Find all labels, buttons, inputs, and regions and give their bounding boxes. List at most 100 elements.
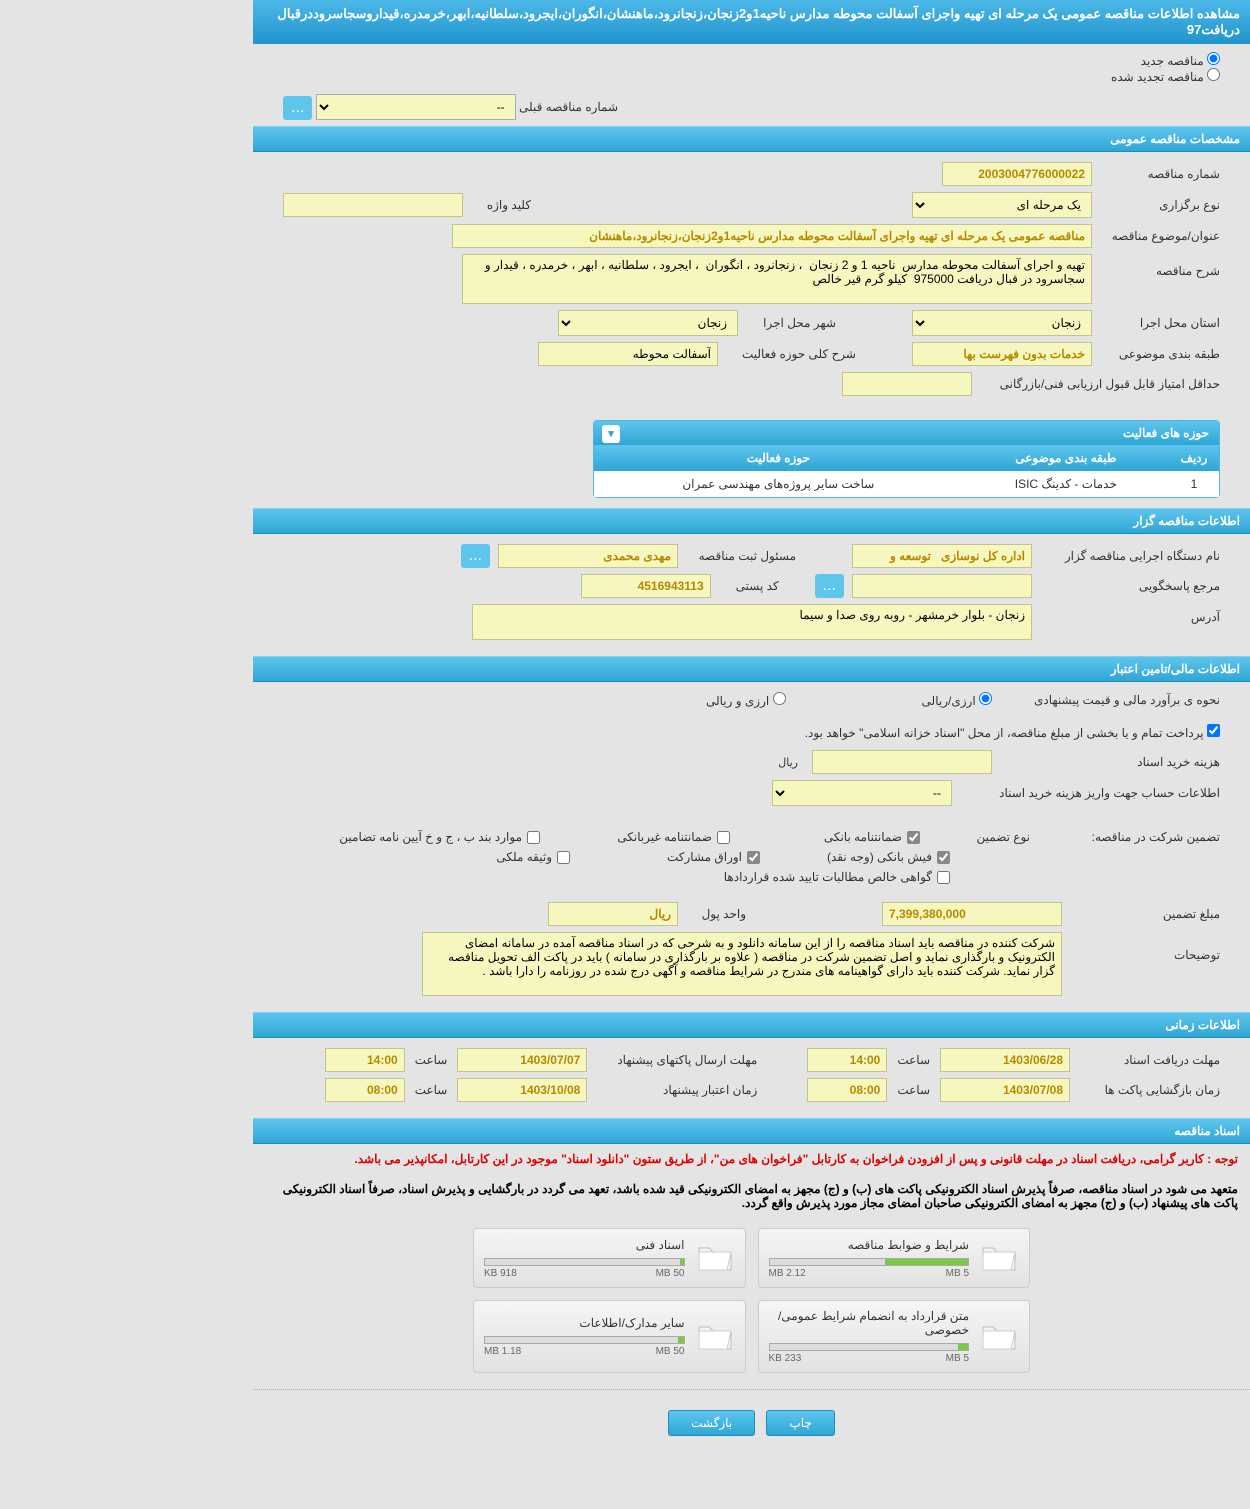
open-time[interactable]: [807, 1078, 887, 1102]
doc-card[interactable]: متن قرارداد به انضمام شرایط عمومی/خصوصی …: [758, 1300, 1031, 1373]
valid-time[interactable]: [325, 1078, 405, 1102]
receive-date[interactable]: [940, 1048, 1070, 1072]
chk-receivables[interactable]: گواهی خالص مطالبات تایید شده قراردادها: [690, 870, 950, 884]
address-field[interactable]: [472, 604, 1032, 640]
guarantee-type-label: نوع تضمین: [960, 830, 1030, 844]
province-select[interactable]: زنجان: [912, 310, 1092, 336]
minscore-label: حداقل امتیاز قابل قبول ارزیابی فنی/بازرگ…: [980, 377, 1220, 391]
responsible-more-icon[interactable]: ...: [461, 544, 490, 568]
section-general: مشخصات مناقصه عمومی: [253, 126, 1250, 152]
doc-used: 918 KB: [484, 1268, 517, 1279]
doc-card[interactable]: سایر مدارک/اطلاعات 50 MB1.18 MB: [473, 1300, 746, 1373]
valid-date[interactable]: [457, 1078, 587, 1102]
submit-label: مهلت ارسال پاکتهای پیشنهاد: [597, 1053, 757, 1067]
doc-total: 50 MB: [656, 1268, 685, 1279]
doc-progress: [769, 1258, 970, 1266]
col-row: ردیف: [1169, 445, 1219, 471]
subject-field[interactable]: [452, 224, 1092, 248]
doc-total: 5 MB: [946, 1353, 969, 1364]
responsible-field[interactable]: [498, 544, 678, 568]
notice-red: توجه : کاربر گرامی، دریافت اسناد در مهلت…: [253, 1144, 1250, 1174]
category-field[interactable]: [912, 342, 1092, 366]
section-tenderer: اطلاعات مناقصه گزار: [253, 508, 1250, 534]
folder-icon: [979, 1238, 1019, 1278]
radio-renewed[interactable]: مناقصه تجدید شده: [1111, 70, 1220, 84]
prev-tender-select[interactable]: --: [316, 94, 516, 120]
open-time-label: ساعت: [897, 1083, 930, 1097]
print-button[interactable]: چاپ: [766, 1410, 834, 1436]
responsible-label: مسئول ثبت مناقصه: [686, 549, 796, 563]
doccost-field[interactable]: [812, 750, 992, 774]
minscore-field[interactable]: [842, 372, 972, 396]
estimate-opt1[interactable]: ارزی/ریالی: [922, 692, 992, 708]
open-label: زمان بازگشایی پاکت ها: [1080, 1083, 1220, 1097]
doc-card[interactable]: اسناد فنی 50 MB 918 KB: [473, 1228, 746, 1288]
submit-date[interactable]: [457, 1048, 587, 1072]
org-label: نام دستگاه اجرایی مناقصه گزار: [1040, 549, 1220, 563]
desc-field[interactable]: [462, 254, 1092, 304]
subject-label: عنوان/موضوع مناقصه: [1100, 229, 1220, 243]
deposit-label: اطلاعات حساب جهت واریز هزینه خرید اسناد: [960, 786, 1220, 800]
valid-label: زمان اعتبار پیشنهاد: [597, 1083, 757, 1097]
open-date[interactable]: [940, 1078, 1070, 1102]
submit-time-label: ساعت: [415, 1053, 448, 1067]
valid-time-label: ساعت: [415, 1083, 448, 1097]
respref-label: مرجع پاسخگویی: [1040, 579, 1220, 593]
estimate-label: نحوه ی برآورد مالی و قیمت پیشنهادی: [1000, 693, 1220, 707]
collapse-icon[interactable]: ▾: [602, 425, 620, 443]
doc-used: 2.12 MB: [769, 1268, 806, 1279]
radio-new[interactable]: مناقصه جدید: [1141, 54, 1220, 68]
estimate-opt2[interactable]: ارزی و ریالی: [706, 692, 786, 708]
receive-time[interactable]: [807, 1048, 887, 1072]
doc-progress: [769, 1343, 970, 1351]
tender-type-radios: مناقصه جدید مناقصه تجدید شده: [253, 44, 1250, 88]
receive-label: مهلت دریافت اسناد: [1080, 1053, 1220, 1067]
doc-progress: [484, 1336, 685, 1344]
submit-time[interactable]: [325, 1048, 405, 1072]
respref-field[interactable]: [852, 574, 1032, 598]
folder-icon: [695, 1317, 735, 1357]
payment-note-check[interactable]: پرداخت تمام و یا بخشی از مبلغ مناقصه، از…: [805, 726, 1220, 740]
chk-bonds[interactable]: اوراق مشارکت: [610, 850, 760, 864]
section-docs: اسناد مناقصه: [253, 1118, 1250, 1144]
keyword-field[interactable]: [283, 193, 463, 217]
province-label: استان محل اجرا: [1100, 316, 1220, 330]
postal-label: کد پستی: [719, 579, 779, 593]
org-field[interactable]: [852, 544, 1032, 568]
chk-cash[interactable]: فیش بانکی (وجه نقد): [800, 850, 950, 864]
postal-field[interactable]: [581, 574, 711, 598]
doc-total: 50 MB: [656, 1346, 685, 1357]
city-select[interactable]: زنجان: [558, 310, 738, 336]
col-cat: طبقه بندی موضوعی: [963, 445, 1169, 471]
prev-tender-more-icon[interactable]: ...: [283, 96, 312, 120]
chk-property[interactable]: وثیقه ملکی: [420, 850, 570, 864]
activity-header-label: حوزه های فعالیت: [1123, 426, 1209, 440]
folder-icon: [695, 1238, 735, 1278]
chk-bank[interactable]: ضمانتنامه بانکی: [770, 830, 920, 844]
amount-field[interactable]: [882, 902, 1062, 926]
doc-used: 1.18 MB: [484, 1346, 521, 1357]
respref-more-icon[interactable]: ...: [815, 574, 844, 598]
doc-title: اسناد فنی: [484, 1238, 685, 1252]
deposit-select[interactable]: --: [772, 780, 952, 806]
chk-terms[interactable]: موارد بند ب ، ج و خ آیین نامه تضامین: [320, 830, 540, 844]
notes-field[interactable]: [422, 932, 1062, 996]
folder-icon: [979, 1317, 1019, 1357]
receive-time-label: ساعت: [897, 1053, 930, 1067]
activity-desc-label: شرح کلی حوزه فعالیت: [726, 347, 856, 361]
doc-total: 5 MB: [946, 1268, 969, 1279]
desc-label: شرح مناقصه: [1100, 254, 1220, 278]
tender-no-label: شماره مناقصه: [1100, 167, 1220, 181]
tender-no-field[interactable]: [942, 162, 1092, 186]
hold-type-select[interactable]: یک مرحله ای: [912, 192, 1092, 218]
page-title: مشاهده اطلاعات مناقصه عمومی یک مرحله ای …: [253, 0, 1250, 44]
chk-nonbank[interactable]: ضمانتنامه غیربانکی: [580, 830, 730, 844]
amount-label: مبلغ تضمین: [1070, 907, 1220, 921]
currency-label: واحد پول: [686, 907, 746, 921]
activity-row: 1 خدمات - کدینگ ISIC ساخت سایر پروژه‌های…: [594, 471, 1219, 497]
doc-card[interactable]: شرایط و ضوابط مناقصه 5 MB2.12 MB: [758, 1228, 1031, 1288]
hold-type-label: نوع برگزاری: [1100, 198, 1220, 212]
currency-field[interactable]: [548, 902, 678, 926]
back-button[interactable]: بازگشت: [668, 1410, 755, 1436]
activity-desc-field[interactable]: [538, 342, 718, 366]
